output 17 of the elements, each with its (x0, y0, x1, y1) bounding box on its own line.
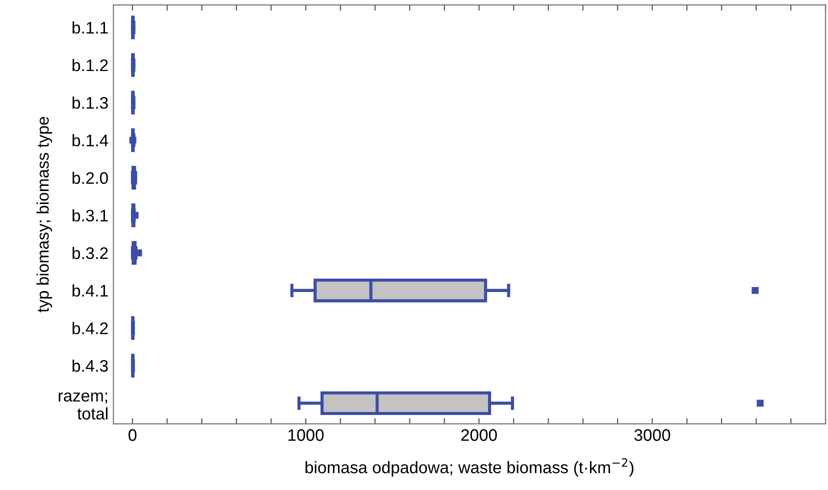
y-tick-label: b.4.2 (72, 322, 108, 334)
y-tick-label: b.4.1 (72, 284, 108, 297)
y-tick-label: b.1.2 (72, 58, 108, 72)
y-tick-label: b.1.4 (72, 134, 108, 146)
y-axis-title: typ biomasy; biomass type (36, 116, 52, 312)
x-tick-label: 0 (128, 429, 136, 441)
x-tick-label: 1000 (288, 429, 324, 441)
y-tick-label: b.2.0 (72, 172, 108, 184)
x-tick-label: 2000 (461, 429, 497, 441)
y-tick-label: b.3.2 (72, 246, 108, 260)
y-tick-label: b.4.3 (72, 360, 108, 372)
y-tick-label: razem; total (58, 392, 108, 420)
x-tick-label: 3000 (634, 429, 670, 441)
y-tick-label: b.1.3 (72, 96, 108, 109)
x-axis-title: biomasa odpadowa; waste biomass (t·km$^{−2}$) (306, 458, 634, 477)
y-tick-label: b.1.1 (72, 21, 108, 34)
y-tick-label: b.3.1 (72, 209, 108, 222)
